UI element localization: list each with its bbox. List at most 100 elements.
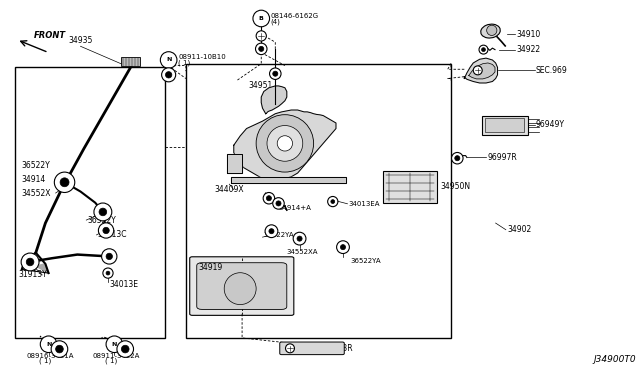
Ellipse shape (273, 71, 278, 76)
Text: 34951: 34951 (248, 81, 273, 90)
Ellipse shape (256, 31, 266, 41)
FancyBboxPatch shape (484, 118, 524, 132)
Ellipse shape (51, 341, 68, 357)
Ellipse shape (265, 225, 278, 238)
Text: 34935: 34935 (68, 36, 93, 45)
Ellipse shape (256, 115, 314, 172)
Ellipse shape (340, 245, 346, 250)
Ellipse shape (224, 273, 256, 305)
Text: 34552XA: 34552XA (287, 249, 318, 255)
Text: SEC.969: SEC.969 (536, 66, 568, 75)
Ellipse shape (161, 52, 177, 68)
Text: 08911-3422A: 08911-3422A (92, 353, 140, 359)
FancyBboxPatch shape (189, 257, 294, 315)
Ellipse shape (331, 200, 335, 203)
Text: 34409X: 34409X (214, 185, 244, 194)
Text: 08146-6162G: 08146-6162G (271, 13, 319, 19)
Ellipse shape (273, 198, 284, 209)
Ellipse shape (99, 223, 114, 238)
Ellipse shape (293, 232, 306, 245)
Ellipse shape (452, 153, 463, 164)
Ellipse shape (277, 136, 292, 151)
Text: 34910: 34910 (516, 29, 541, 39)
Ellipse shape (285, 344, 294, 353)
Ellipse shape (255, 43, 267, 55)
Text: 08916-3421A: 08916-3421A (26, 353, 74, 359)
Ellipse shape (473, 66, 482, 75)
Ellipse shape (486, 25, 497, 35)
Polygon shape (227, 154, 242, 173)
Ellipse shape (117, 341, 134, 357)
Text: 36522Y: 36522Y (22, 161, 51, 170)
Text: 36522YA: 36522YA (264, 232, 294, 238)
Bar (186, 64, 451, 338)
Text: ( 1): ( 1) (105, 358, 117, 364)
Ellipse shape (106, 253, 113, 260)
Ellipse shape (162, 68, 175, 82)
Polygon shape (468, 63, 495, 79)
Text: 34919: 34919 (198, 263, 223, 272)
Bar (15, 67, 165, 338)
Ellipse shape (106, 271, 110, 275)
Text: 34552X: 34552X (22, 189, 51, 198)
Ellipse shape (481, 48, 485, 52)
Ellipse shape (455, 155, 460, 161)
Text: 34950N: 34950N (440, 182, 470, 191)
Ellipse shape (481, 24, 500, 38)
Ellipse shape (122, 345, 129, 353)
Text: 34103R: 34103R (323, 344, 353, 353)
Text: 34914: 34914 (22, 175, 46, 184)
Ellipse shape (40, 336, 57, 353)
Ellipse shape (54, 172, 75, 192)
Text: 34922: 34922 (516, 45, 541, 54)
Ellipse shape (297, 236, 302, 241)
Ellipse shape (269, 229, 274, 234)
Polygon shape (234, 110, 336, 180)
Polygon shape (22, 260, 49, 273)
Text: N: N (111, 342, 117, 347)
Ellipse shape (259, 46, 264, 51)
Text: FRONT: FRONT (34, 31, 66, 39)
Ellipse shape (103, 227, 109, 234)
Ellipse shape (56, 345, 63, 353)
Ellipse shape (106, 336, 123, 353)
Text: ( 1): ( 1) (178, 60, 191, 66)
Text: B: B (259, 16, 264, 21)
Ellipse shape (253, 10, 269, 27)
Polygon shape (465, 58, 497, 83)
Ellipse shape (337, 241, 349, 254)
Bar (121, 57, 140, 66)
Text: N: N (166, 58, 172, 62)
Ellipse shape (94, 203, 112, 221)
Ellipse shape (21, 253, 39, 271)
Text: 96949Y: 96949Y (536, 121, 565, 129)
Ellipse shape (276, 201, 281, 206)
Text: 31913Y: 31913Y (18, 270, 47, 279)
FancyBboxPatch shape (280, 342, 344, 355)
Text: 08911-10B10: 08911-10B10 (178, 54, 226, 60)
Polygon shape (230, 177, 346, 183)
Text: N: N (46, 342, 51, 347)
Text: (4): (4) (271, 19, 281, 25)
Ellipse shape (166, 72, 172, 78)
FancyBboxPatch shape (383, 171, 437, 203)
Text: 34013EA: 34013EA (349, 201, 380, 207)
Text: 36522Y: 36522Y (87, 216, 116, 225)
Text: 96997R: 96997R (487, 153, 517, 161)
Text: 34013C: 34013C (98, 230, 127, 240)
Text: ( 1): ( 1) (39, 358, 51, 364)
Text: 34013E: 34013E (109, 280, 138, 289)
Text: 36522YA: 36522YA (351, 258, 381, 264)
Text: 34914+A: 34914+A (278, 205, 312, 211)
Ellipse shape (267, 125, 303, 161)
Ellipse shape (269, 68, 281, 80)
Ellipse shape (102, 249, 117, 264)
Ellipse shape (328, 196, 338, 207)
Text: 34902: 34902 (507, 225, 531, 234)
Ellipse shape (26, 258, 34, 266)
Text: J34900T0: J34900T0 (593, 355, 636, 364)
Ellipse shape (99, 208, 107, 216)
FancyBboxPatch shape (196, 263, 287, 310)
Ellipse shape (103, 268, 113, 278)
Ellipse shape (263, 192, 275, 204)
